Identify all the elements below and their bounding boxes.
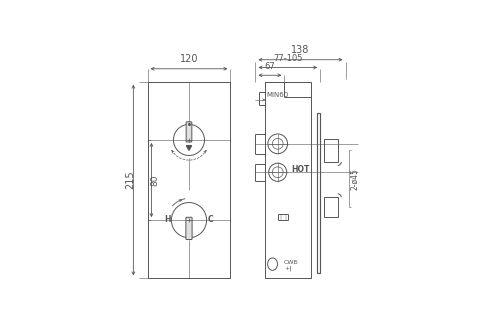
Text: 2-ø45: 2-ø45 — [350, 168, 359, 190]
Text: 77-105: 77-105 — [273, 54, 302, 63]
Text: HOT: HOT — [292, 165, 310, 174]
Text: MIN60: MIN60 — [266, 92, 289, 98]
FancyBboxPatch shape — [186, 217, 192, 240]
Text: 80: 80 — [150, 174, 159, 186]
Bar — [324, 139, 338, 162]
Text: C: C — [208, 215, 213, 224]
Text: 120: 120 — [180, 54, 198, 64]
Text: CWБ: CWБ — [284, 260, 298, 265]
Polygon shape — [186, 145, 192, 150]
Text: 67: 67 — [264, 61, 276, 71]
Text: +|: +| — [284, 265, 292, 271]
Text: H: H — [164, 215, 171, 224]
Text: 215: 215 — [126, 171, 136, 190]
FancyBboxPatch shape — [186, 122, 192, 142]
Text: 138: 138 — [292, 45, 310, 55]
Bar — [317, 113, 320, 273]
Bar — [324, 197, 338, 217]
Bar — [148, 82, 230, 278]
Bar — [266, 82, 310, 278]
